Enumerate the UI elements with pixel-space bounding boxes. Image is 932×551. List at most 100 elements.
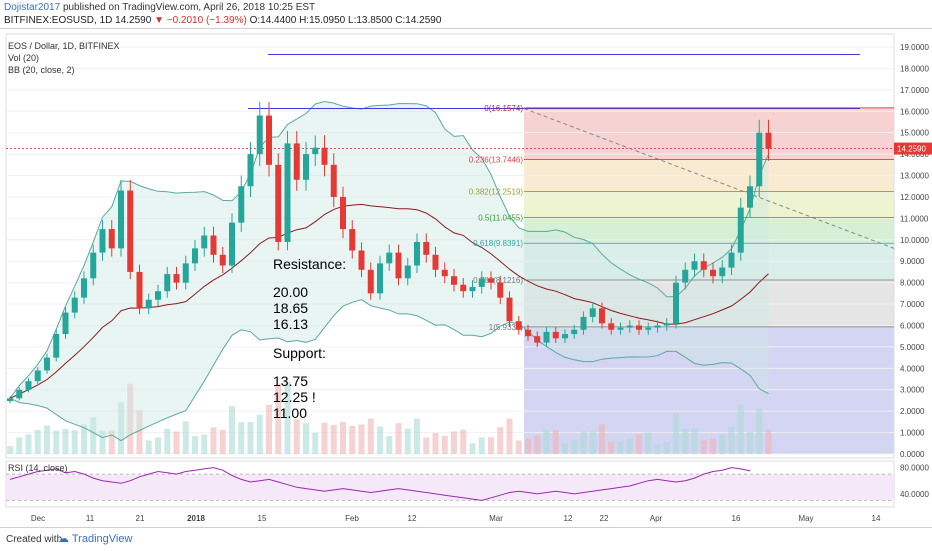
- candle-body: [312, 147, 319, 155]
- volume-bar: [663, 441, 670, 454]
- rsi-line: [9, 467, 751, 501]
- candle-body: [182, 263, 189, 283]
- volume-bar: [247, 422, 254, 454]
- volume-bar: [303, 423, 309, 454]
- price-tick-label: 6.0000: [900, 321, 925, 330]
- time-axis: Dec 11 21 2018 15 Feb 12 Mar 12 22 Apr 16 May 14: [31, 514, 881, 523]
- candle-body: [136, 271, 143, 309]
- volume-bar: [700, 440, 707, 454]
- candle-body: [256, 115, 263, 155]
- candle-body: [173, 274, 180, 283]
- candle-body: [275, 164, 282, 242]
- fib-lines: 0(16.1574) 0.236(13.7446) 0.382(12.2519) 0.…: [469, 104, 894, 332]
- footer: Created with ☁ TradingView: [0, 527, 932, 551]
- fib-label: 0.382(12.2519): [469, 188, 524, 197]
- candle-body: [219, 254, 226, 266]
- price-tick-label: 16.0000: [900, 107, 929, 116]
- price-tick-label: 11.0000: [900, 214, 929, 223]
- candle-body: [747, 186, 753, 208]
- fib-label: 0(16.1574): [484, 104, 523, 113]
- candle-body: [469, 286, 476, 292]
- logo-icon: ☁: [58, 533, 69, 545]
- volume-bar: [90, 417, 97, 454]
- candle-body: [210, 235, 217, 255]
- candle-body: [580, 316, 587, 330]
- volume-bars: [7, 381, 772, 454]
- volume-bar: [673, 413, 679, 454]
- volume-bar: [451, 431, 457, 454]
- candle-body: [414, 241, 420, 266]
- volume-bar: [747, 432, 753, 454]
- volume-bar: [275, 383, 282, 454]
- volume-bar: [25, 434, 32, 454]
- candle-body: [266, 115, 272, 165]
- annotation-notes: Resistance: 20.00 18.65 16.13 Support: 1…: [273, 256, 346, 421]
- candle-body: [728, 252, 735, 268]
- candle-body: [349, 229, 356, 251]
- volume-bar: [238, 422, 245, 454]
- resistance-2: 18.65: [273, 300, 308, 316]
- price-pane-frame: [5, 33, 895, 459]
- price-tick-label: 13.0000: [900, 172, 929, 181]
- rsi-pane: 80.0000 40.0000: [5, 460, 929, 508]
- volume-bar: [34, 430, 41, 454]
- legend-title: EOS / Dollar, 1D, BITFINEX: [8, 41, 120, 51]
- price-tick-label: 4.0000: [900, 364, 925, 373]
- volume-bar: [432, 433, 439, 454]
- last-price-tag-label: 14.2590: [897, 145, 926, 154]
- publish-info: Dojistar2017 published on TradingView.co…: [4, 2, 315, 13]
- candle-body: [358, 250, 365, 270]
- candle-body: [515, 321, 522, 330]
- volume-bar: [7, 446, 13, 454]
- legend-bb: BB (20, close, 2): [8, 65, 75, 75]
- price-chart[interactable]: 0(16.1574) 0.236(13.7446) 0.382(12.2519) 0.…: [0, 28, 932, 527]
- price-change: ▼ −0.2010 (−1.39%): [154, 15, 247, 26]
- grid-lines: [5, 33, 895, 459]
- candle-body: [765, 132, 772, 149]
- candle-body: [127, 190, 134, 272]
- price-tick-label: 9.0000: [900, 257, 925, 266]
- volume-bar: [321, 422, 328, 454]
- candle-body: [636, 325, 642, 330]
- fib-label: 0.786(8.1216): [473, 276, 523, 285]
- volume-bar: [497, 427, 504, 454]
- volume-bar: [515, 440, 522, 454]
- price-tick-label: 2.0000: [900, 407, 925, 416]
- created-with-text: Created with: [6, 534, 63, 545]
- author-link[interactable]: Dojistar2017: [4, 2, 61, 13]
- candle-body: [617, 327, 624, 330]
- legend-rsi: RSI (14, close): [8, 463, 68, 473]
- price-tick-label: 17.0000: [900, 86, 929, 95]
- time-tick-label: 12: [408, 514, 417, 523]
- volume-bar: [118, 402, 124, 454]
- candle-body: [432, 254, 439, 270]
- trend-line: [523, 108, 895, 249]
- candle-body: [293, 143, 300, 180]
- candle-body: [589, 308, 596, 317]
- candle-body: [367, 269, 374, 294]
- time-tick-label: Dec: [31, 514, 45, 523]
- time-tick-label: 14: [872, 514, 881, 523]
- candle-body: [340, 196, 346, 230]
- price-tick-label: 14.0000: [900, 150, 929, 159]
- time-tick-label: Apr: [650, 514, 663, 523]
- ohlc-values: O:14.4400 H:15.0950 L:13.8500 C:14.2590: [249, 15, 442, 26]
- time-tick-label: Mar: [489, 514, 503, 523]
- volume-bar: [506, 418, 513, 454]
- candle-body: [330, 164, 337, 197]
- candle-body: [525, 329, 531, 337]
- volume-bar: [617, 441, 624, 454]
- candle-body: [108, 229, 115, 249]
- candle-body: [654, 325, 661, 328]
- candle-body: [562, 334, 568, 339]
- tradingview-logo[interactable]: ☁ TradingView: [58, 532, 132, 545]
- volume-bar: [53, 430, 60, 454]
- candle-body: [229, 222, 235, 266]
- candle-body: [386, 252, 393, 264]
- volume-bar: [441, 435, 448, 454]
- candle-body: [118, 190, 124, 249]
- candle-body: [7, 398, 13, 402]
- candle-body: [451, 276, 457, 285]
- candle-body: [192, 248, 198, 264]
- price-tick-label: 15.0000: [900, 129, 929, 138]
